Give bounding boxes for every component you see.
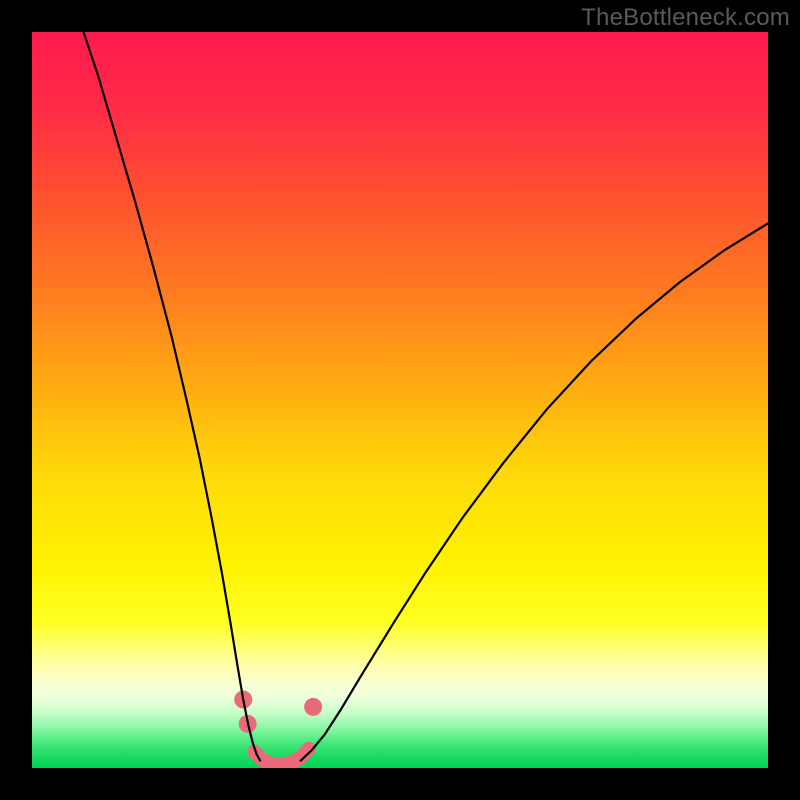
- plot-background: [32, 32, 768, 768]
- marker-2: [304, 698, 322, 716]
- bottleneck-chart: [0, 0, 800, 800]
- chart-frame: TheBottleneck.com: [0, 0, 800, 800]
